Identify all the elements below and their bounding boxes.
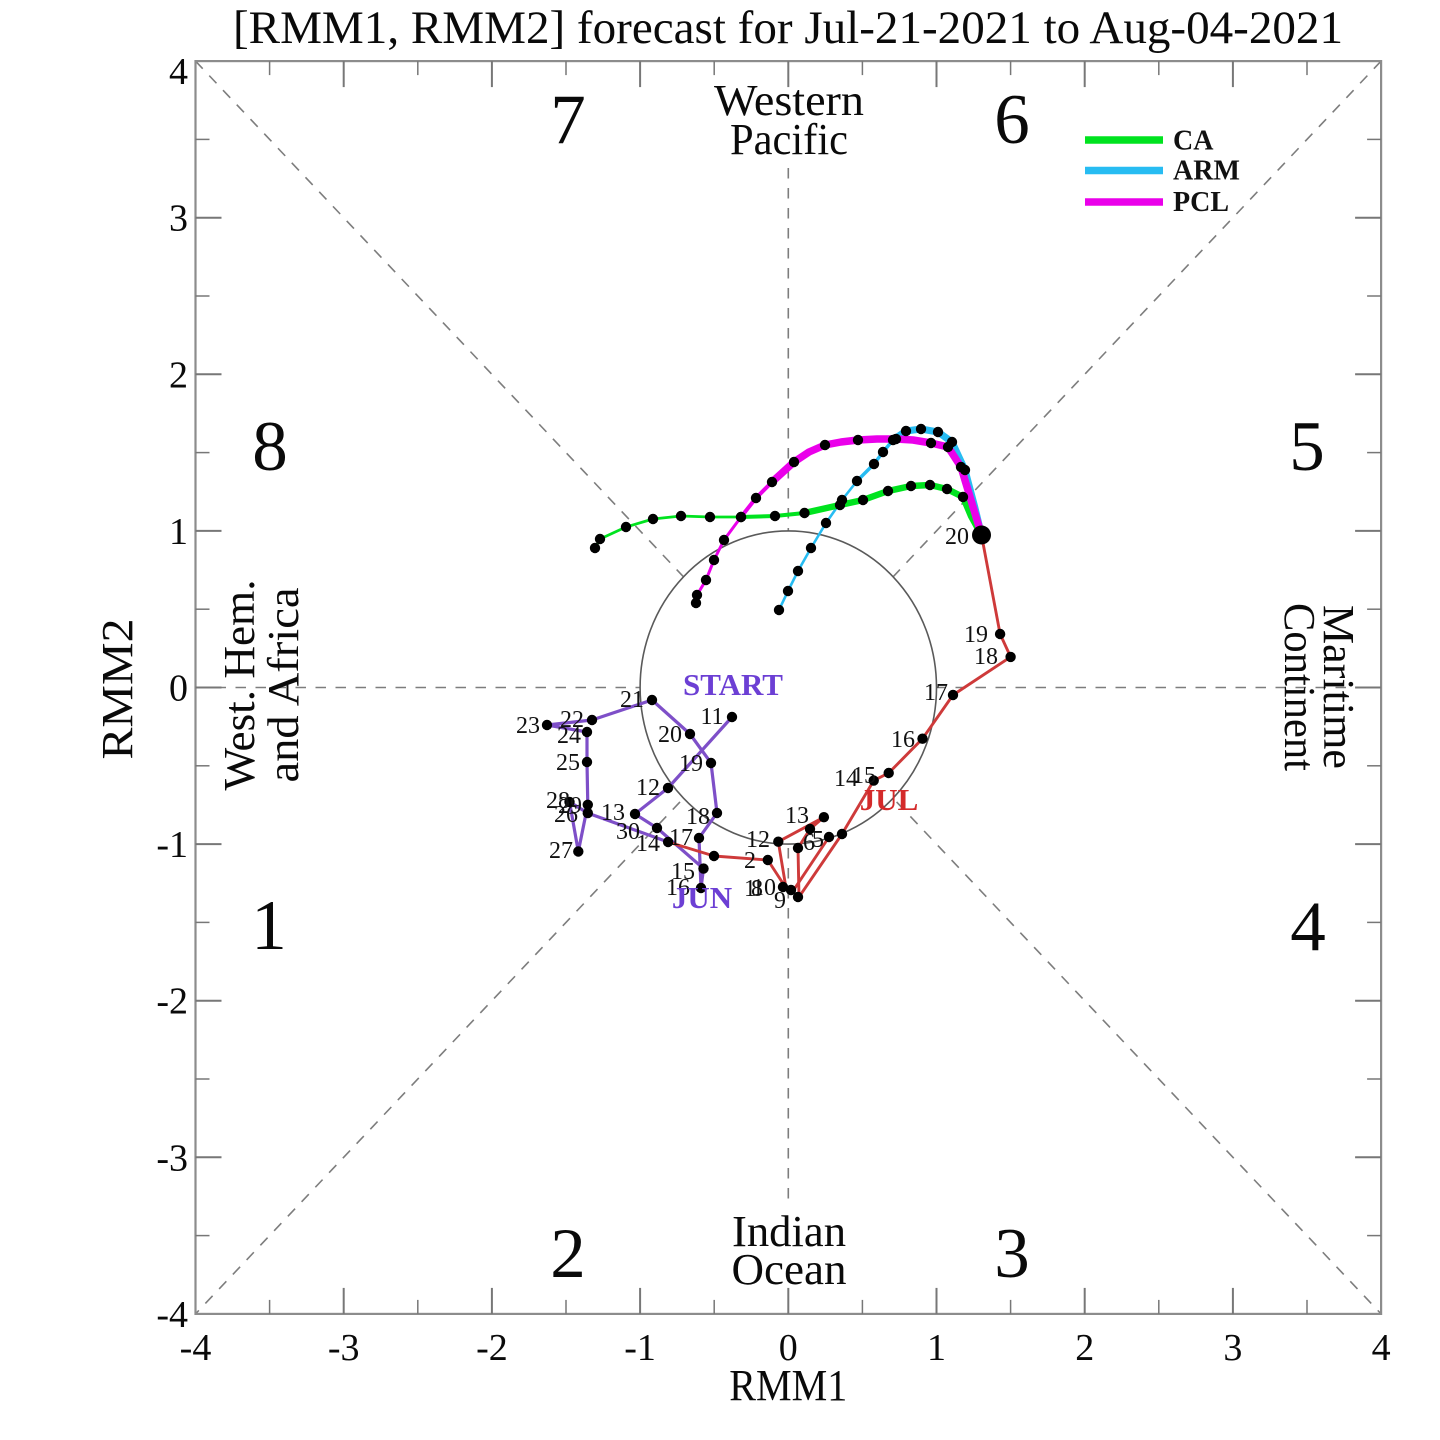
svg-text:4: 4 bbox=[1290, 888, 1326, 966]
svg-text:18: 18 bbox=[974, 644, 998, 670]
svg-text:12: 12 bbox=[636, 775, 660, 801]
svg-text:10: 10 bbox=[752, 875, 776, 901]
svg-text:17: 17 bbox=[924, 680, 948, 706]
svg-text:1: 1 bbox=[927, 1327, 946, 1369]
svg-text:15: 15 bbox=[671, 859, 695, 885]
svg-text:ARM: ARM bbox=[1173, 156, 1240, 187]
svg-text:27: 27 bbox=[549, 838, 573, 864]
svg-text:30: 30 bbox=[616, 819, 640, 845]
svg-text:28: 28 bbox=[546, 788, 570, 814]
svg-text:23: 23 bbox=[516, 713, 540, 739]
svg-text:14: 14 bbox=[834, 766, 858, 792]
svg-text:-3: -3 bbox=[156, 1137, 188, 1179]
svg-text:4: 4 bbox=[1372, 1327, 1391, 1369]
svg-text:29: 29 bbox=[558, 793, 582, 819]
svg-text:15: 15 bbox=[852, 763, 876, 789]
svg-text:6: 6 bbox=[803, 830, 815, 856]
svg-text:8: 8 bbox=[751, 876, 763, 902]
svg-text:6: 6 bbox=[994, 81, 1030, 159]
svg-text:JUL: JUL bbox=[860, 782, 919, 817]
svg-text:24: 24 bbox=[557, 723, 581, 749]
svg-text:12: 12 bbox=[746, 827, 770, 853]
svg-text:CA: CA bbox=[1173, 126, 1214, 157]
svg-text:5: 5 bbox=[812, 827, 824, 853]
svg-text:25: 25 bbox=[556, 750, 580, 776]
svg-text:0: 0 bbox=[169, 668, 188, 710]
svg-text:and Africa: and Africa bbox=[259, 588, 308, 783]
svg-text:20: 20 bbox=[945, 524, 969, 550]
svg-text:3: 3 bbox=[994, 1215, 1030, 1293]
svg-text:-4: -4 bbox=[180, 1327, 212, 1369]
svg-text:16: 16 bbox=[666, 875, 690, 901]
svg-text:13: 13 bbox=[785, 803, 809, 829]
svg-text:Western: Western bbox=[714, 76, 864, 125]
svg-text:7: 7 bbox=[550, 81, 586, 159]
svg-text:18: 18 bbox=[686, 804, 710, 830]
svg-text:-2: -2 bbox=[156, 981, 188, 1023]
svg-text:Continent: Continent bbox=[1275, 603, 1324, 771]
svg-text:14: 14 bbox=[636, 831, 660, 857]
svg-text:RMM2: RMM2 bbox=[93, 619, 142, 760]
svg-text:2: 2 bbox=[744, 848, 756, 874]
svg-text:5: 5 bbox=[1289, 408, 1325, 486]
svg-text:1: 1 bbox=[251, 887, 287, 965]
svg-text:Maritime: Maritime bbox=[1314, 605, 1363, 769]
svg-text:20: 20 bbox=[658, 722, 682, 748]
svg-text:26: 26 bbox=[554, 802, 578, 828]
svg-text:13: 13 bbox=[601, 800, 625, 826]
svg-text:22: 22 bbox=[560, 707, 584, 733]
svg-text:1: 1 bbox=[169, 511, 188, 553]
svg-text:17: 17 bbox=[669, 825, 693, 851]
svg-text:[RMM1, RMM2] forecast for Jul-: [RMM1, RMM2] forecast for Jul-21-2021 to… bbox=[233, 2, 1343, 54]
svg-text:START: START bbox=[683, 667, 783, 702]
svg-text:3: 3 bbox=[169, 198, 188, 240]
svg-text:Pacific: Pacific bbox=[730, 115, 848, 164]
svg-text:Ocean: Ocean bbox=[732, 1245, 847, 1294]
svg-text:-4: -4 bbox=[156, 1294, 188, 1336]
svg-text:2: 2 bbox=[550, 1215, 586, 1293]
svg-text:19: 19 bbox=[964, 622, 988, 648]
svg-text:16: 16 bbox=[891, 727, 915, 753]
svg-text:3: 3 bbox=[1223, 1327, 1242, 1369]
svg-text:4: 4 bbox=[169, 51, 188, 93]
svg-text:21: 21 bbox=[620, 687, 644, 713]
svg-text:1: 1 bbox=[744, 876, 756, 902]
svg-text:9: 9 bbox=[774, 888, 786, 914]
svg-text:2: 2 bbox=[169, 354, 188, 396]
svg-text:RMM1: RMM1 bbox=[729, 1361, 847, 1410]
svg-text:-1: -1 bbox=[156, 824, 188, 866]
svg-text:Indian: Indian bbox=[732, 1207, 846, 1256]
svg-text:11: 11 bbox=[700, 704, 723, 730]
svg-text:8: 8 bbox=[252, 408, 288, 486]
svg-text:JUN: JUN bbox=[672, 880, 732, 915]
svg-text:-2: -2 bbox=[476, 1327, 508, 1369]
svg-text:19: 19 bbox=[679, 751, 703, 777]
svg-text:West. Hem.: West. Hem. bbox=[215, 580, 264, 791]
svg-text:0: 0 bbox=[779, 1327, 798, 1369]
svg-text:2: 2 bbox=[1075, 1327, 1094, 1369]
svg-text:PCL: PCL bbox=[1173, 187, 1229, 218]
svg-text:-3: -3 bbox=[328, 1327, 360, 1369]
svg-text:-1: -1 bbox=[624, 1327, 656, 1369]
